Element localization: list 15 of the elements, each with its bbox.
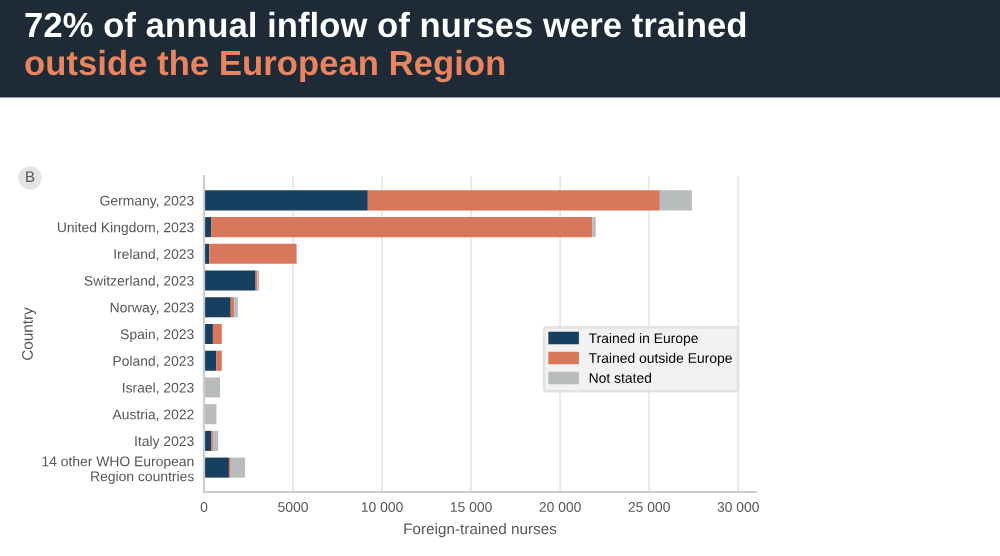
bar (204, 190, 368, 211)
bar (204, 377, 221, 398)
bar (204, 270, 256, 291)
bar (204, 457, 229, 478)
bar (216, 350, 222, 371)
bar (211, 217, 593, 238)
bar (230, 457, 245, 478)
chart-title: 72% of annual inflow of nurses were trained outside the European Region (25, 11, 746, 83)
bar (204, 297, 231, 318)
bar (659, 190, 692, 211)
bar (367, 190, 660, 211)
bar (204, 323, 213, 345)
bar (212, 430, 219, 451)
bar (212, 323, 222, 345)
bar (209, 243, 297, 264)
